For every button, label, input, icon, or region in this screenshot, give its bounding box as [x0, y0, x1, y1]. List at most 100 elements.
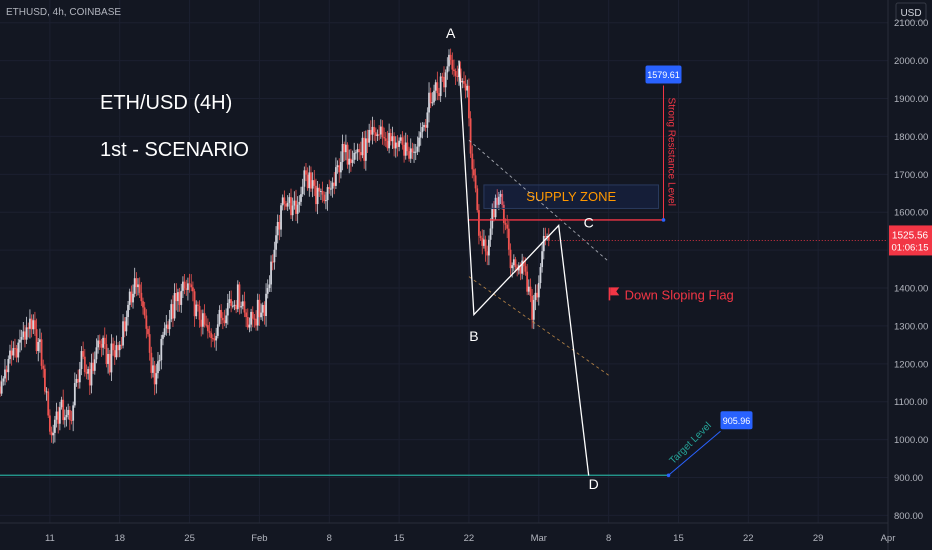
- candle-body: [233, 304, 236, 306]
- candle-body: [158, 360, 161, 362]
- candle-body: [210, 332, 213, 339]
- candle-body: [401, 137, 404, 145]
- candle-body: [544, 235, 547, 238]
- candle-body: [283, 197, 286, 204]
- candle-body: [250, 311, 253, 325]
- candle-body: [454, 71, 457, 76]
- candle-body: [361, 137, 364, 156]
- candle-body: [157, 361, 159, 374]
- candle-body: [281, 197, 284, 206]
- candle-body: [100, 343, 103, 348]
- candle-body: [80, 351, 83, 370]
- target-anchor-dot: [666, 473, 671, 478]
- candle-body: [180, 290, 183, 305]
- candle-body: [349, 158, 352, 163]
- resistance-level[interactable]: 1579.61 Strong Resistance Level: [468, 65, 682, 222]
- candle-body: [117, 345, 119, 351]
- time-tick-label: 8: [327, 533, 332, 544]
- candle-body: [358, 149, 361, 153]
- candle-body: [87, 369, 90, 374]
- candle-body: [138, 284, 141, 293]
- candle-body: [489, 228, 492, 240]
- candle-body: [296, 204, 299, 214]
- candle-body: [494, 197, 497, 218]
- resistance-price-badge[interactable]: [645, 65, 682, 84]
- candle-body: [5, 369, 8, 373]
- candle-body: [143, 307, 146, 316]
- candle-body: [93, 359, 96, 371]
- flag-channel[interactable]: [468, 139, 609, 376]
- time-tick-label: 8: [606, 533, 611, 544]
- candle-body: [0, 386, 1, 394]
- candle-body: [413, 151, 415, 153]
- candle-body: [484, 239, 487, 252]
- candle-body: [529, 286, 532, 296]
- candle-body: [293, 200, 296, 206]
- candle-body: [112, 343, 114, 351]
- candle-body: [60, 399, 63, 408]
- candle-body: [398, 140, 401, 147]
- time-tick-label: 15: [673, 533, 684, 544]
- target-level-line[interactable]: 905.96 Target Level: [0, 411, 753, 478]
- candle-body: [419, 132, 422, 138]
- candle-body: [403, 144, 405, 156]
- candle-body: [463, 81, 465, 84]
- candle-body: [471, 153, 474, 170]
- candle-body: [291, 205, 294, 216]
- candle-body: [512, 259, 515, 266]
- candle-body: [383, 137, 386, 139]
- candle-body: [122, 321, 124, 346]
- candle-body: [270, 261, 272, 285]
- candle-body: [215, 335, 218, 341]
- candle-body: [256, 299, 259, 326]
- candle-body: [532, 299, 535, 320]
- candle-body: [53, 419, 56, 433]
- candle-body: [261, 304, 264, 313]
- candle-body: [177, 292, 179, 302]
- overlay-title: ETH/USD (4H): [100, 92, 232, 114]
- candle-body: [504, 223, 507, 225]
- candle-body: [429, 92, 432, 104]
- candle-body: [95, 347, 98, 360]
- wave-projection[interactable]: [458, 60, 590, 476]
- target-arrow[interactable]: [668, 430, 721, 476]
- channel-lower-line[interactable]: [468, 276, 609, 376]
- supply-zone[interactable]: SUPPLY ZONE: [483, 184, 660, 209]
- candle-body: [276, 221, 279, 236]
- time-axis[interactable]: 11 18 25 Feb 8 15 22 Mar 8 15 22 29 Apr: [0, 522, 895, 544]
- target-price-badge[interactable]: [720, 411, 753, 430]
- candle-body: [346, 144, 349, 165]
- supply-zone-box[interactable]: [483, 184, 660, 209]
- candle-body: [195, 304, 198, 317]
- candle-body: [42, 365, 45, 369]
- candle-body: [39, 339, 41, 342]
- candle-body: [399, 137, 402, 141]
- currency-button[interactable]: USD: [895, 2, 927, 22]
- candle-body: [428, 92, 430, 113]
- candle-body: [142, 301, 144, 308]
- candle-body: [466, 85, 469, 91]
- candle-body: [35, 329, 38, 352]
- flag-note[interactable]: Down Sloping Flag: [608, 287, 734, 302]
- candle-body: [205, 324, 208, 326]
- candle-body: [478, 210, 480, 236]
- resistance-price-label: 1579.61: [647, 70, 680, 80]
- candle-body: [418, 137, 420, 147]
- price-tick-label: 2100.00: [894, 18, 928, 29]
- candle-body: [456, 75, 459, 77]
- candle-body: [152, 365, 154, 373]
- candle-body: [547, 236, 550, 241]
- candle-body: [308, 172, 311, 189]
- candle-body: [263, 304, 266, 317]
- candle-body: [433, 90, 435, 103]
- channel-upper-line[interactable]: [468, 139, 609, 262]
- candle-body: [273, 249, 276, 263]
- candle-body: [265, 293, 267, 317]
- price-axis[interactable]: USD 800.00 900.00 1000.00 1100.00 1200.00 130…: [887, 0, 928, 550]
- candle-body: [170, 304, 173, 320]
- projection-path[interactable]: [458, 60, 590, 476]
- candle-body: [78, 369, 81, 383]
- candle-body: [305, 170, 307, 175]
